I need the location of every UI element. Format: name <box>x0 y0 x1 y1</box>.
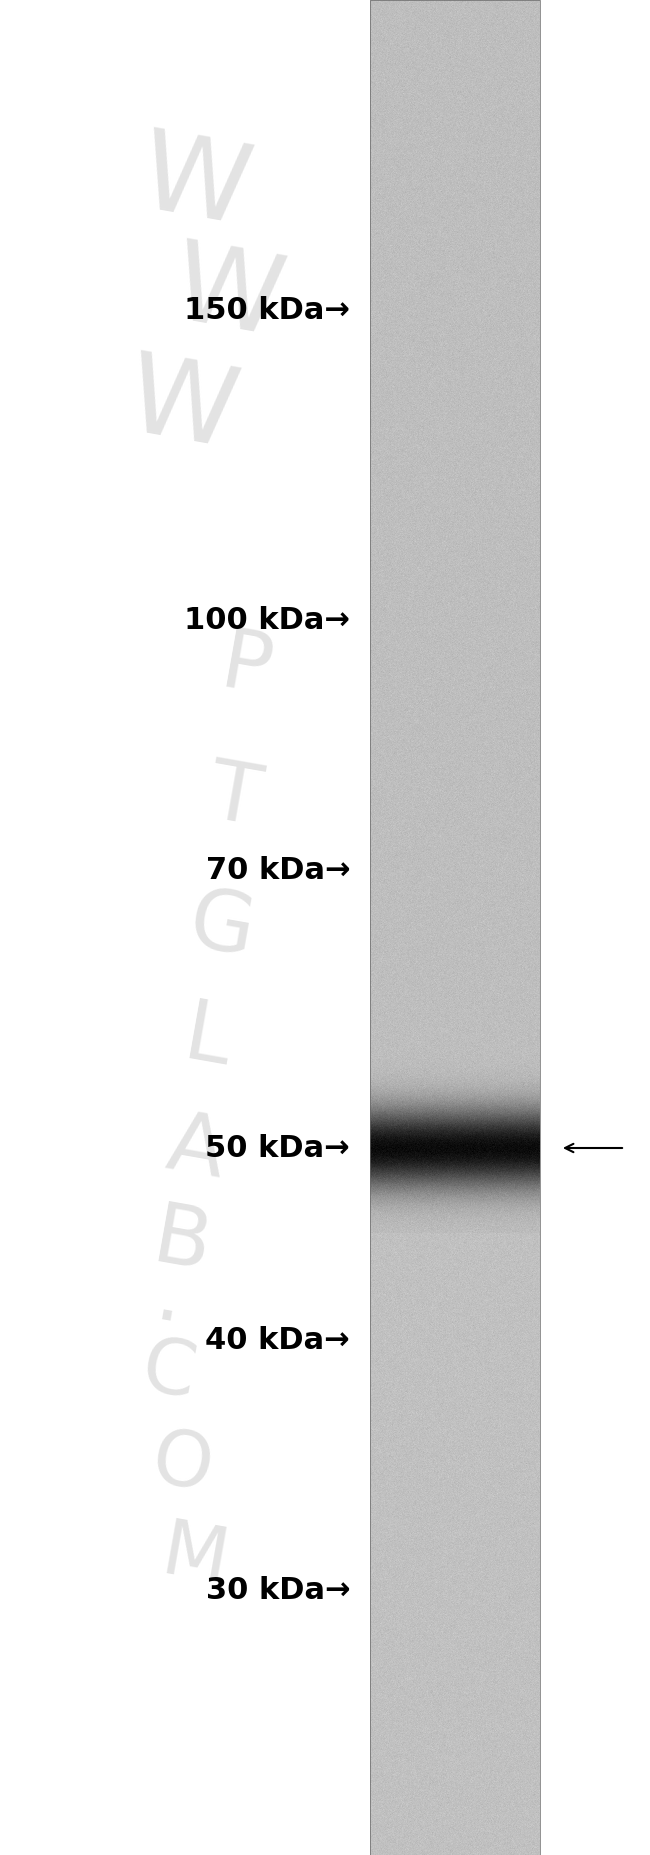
Text: 50 kDa→: 50 kDa→ <box>205 1133 350 1163</box>
Text: B: B <box>147 1198 217 1287</box>
Text: 70 kDa→: 70 kDa→ <box>205 855 350 885</box>
Text: O: O <box>146 1425 218 1506</box>
Text: C: C <box>136 1332 202 1414</box>
Text: A: A <box>160 1106 230 1195</box>
Text: T: T <box>202 753 266 842</box>
Text: 40 kDa→: 40 kDa→ <box>205 1326 350 1354</box>
Text: 150 kDa→: 150 kDa→ <box>184 295 350 325</box>
Text: 100 kDa→: 100 kDa→ <box>184 605 350 634</box>
Text: 30 kDa→: 30 kDa→ <box>205 1575 350 1605</box>
Text: .: . <box>149 1256 189 1341</box>
Text: W: W <box>118 345 246 471</box>
Text: L: L <box>178 994 238 1083</box>
Text: P: P <box>215 623 279 712</box>
Text: G: G <box>182 881 260 974</box>
Text: W: W <box>131 122 259 249</box>
Text: M: M <box>156 1516 234 1601</box>
Bar <box>370 0 540 1855</box>
Text: W: W <box>164 234 291 360</box>
